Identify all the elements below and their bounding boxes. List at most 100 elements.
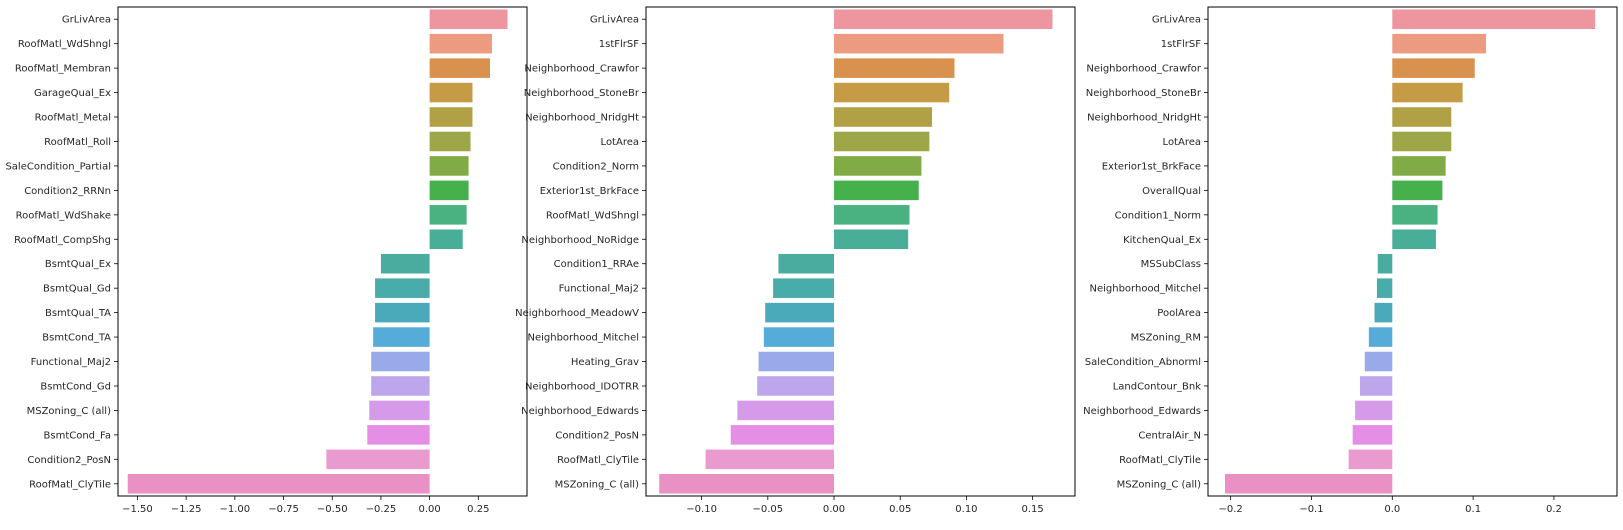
- y-tick-label: CentralAir_N: [1138, 430, 1201, 441]
- y-tick-label: Heating_Grav: [571, 357, 639, 368]
- y-tick-label: KitchenQual_Ex: [1123, 235, 1201, 246]
- bar: [373, 327, 430, 347]
- bar: [773, 278, 835, 298]
- bar: [1352, 425, 1393, 445]
- y-tick-label: Neighborhood_NridgHt: [1087, 113, 1201, 124]
- x-tick-label: −0.1: [1299, 504, 1323, 515]
- y-tick-label: 1stFlrSF: [1161, 39, 1201, 50]
- bar: [758, 351, 835, 372]
- bar: [1392, 9, 1596, 30]
- y-tick-label: Neighborhood_NoRidge: [521, 235, 639, 246]
- x-tick-label: 0.10: [955, 504, 977, 515]
- bar: [834, 9, 1053, 30]
- bar: [834, 107, 932, 127]
- y-tick-label: Neighborhood_NridgHt: [525, 113, 639, 124]
- y-tick-label: RoofMatl_WdShngl: [18, 39, 111, 50]
- y-tick-label: MSZoning_C (all): [555, 479, 639, 490]
- bar: [659, 473, 835, 494]
- bar: [834, 180, 919, 201]
- x-tick-label: 0.2: [1546, 504, 1562, 515]
- bar: [1392, 205, 1438, 225]
- x-tick-label: −0.25: [366, 504, 397, 515]
- y-tick-label: LotArea: [1163, 137, 1201, 148]
- chart-panel-2: GrLivArea 1stFlrSF Neighborhood_Crawfor Nei…: [515, 6, 1076, 515]
- bar: [1377, 253, 1393, 274]
- bar: [834, 205, 910, 225]
- y-tick-label: MSZoning_RM: [1131, 333, 1201, 344]
- bar: [1392, 82, 1463, 103]
- x-tick-label: −0.50: [317, 504, 348, 515]
- y-tick-label: Exterior1st_BrkFace: [1102, 161, 1201, 172]
- bar: [429, 107, 473, 127]
- y-tick-label: Neighborhood_Mitchel: [1089, 284, 1201, 295]
- y-tick-label: BsmtQual_Ex: [45, 259, 111, 270]
- x-tick-label: 0.05: [889, 504, 911, 515]
- x-tick-label: 0.1: [1465, 504, 1481, 515]
- bar: [705, 449, 835, 470]
- y-tick-label: GrLivArea: [1152, 15, 1201, 26]
- bar: [369, 400, 430, 421]
- bar: [1364, 351, 1393, 372]
- y-tick-label: 1stFlrSF: [599, 39, 639, 50]
- x-tick-label: 0.00: [823, 504, 845, 515]
- x-tick-label: 0.25: [467, 504, 489, 515]
- bar: [1368, 327, 1393, 347]
- y-tick-label: RoofMatl_WdShake: [16, 210, 111, 221]
- bar: [834, 156, 922, 176]
- y-tick-label: RoofMatl_ClyTile: [1119, 455, 1201, 466]
- y-tick-label: BsmtCond_TA: [42, 333, 111, 344]
- chart-panel-1: GrLivArea RoofMatl_WdShngl RoofMatl_Membra…: [5, 6, 528, 515]
- bar: [1359, 376, 1393, 396]
- x-tick-label: −0.75: [268, 504, 299, 515]
- chart-panel-3: GrLivArea 1stFlrSF Neighborhood_Crawfor Nei…: [1083, 6, 1618, 515]
- bar: [127, 473, 430, 494]
- x-tick-label: −1.25: [171, 504, 202, 515]
- y-tick-label: BsmtCond_Gd: [40, 381, 111, 392]
- bar: [375, 278, 430, 298]
- y-tick-label: SaleCondition_Abnorml: [1085, 357, 1201, 368]
- bar: [429, 33, 492, 54]
- bar: [778, 253, 835, 274]
- bar: [834, 229, 909, 250]
- bar: [1392, 107, 1452, 127]
- y-tick-label: GrLivArea: [590, 15, 639, 26]
- bar: [1392, 180, 1443, 201]
- y-tick-label: Neighborhood_Crawfor: [524, 64, 639, 75]
- y-tick-label: LandContour_Bnk: [1113, 381, 1202, 392]
- bar: [429, 9, 508, 30]
- bar: [429, 156, 469, 176]
- plot-frame: [645, 6, 1076, 497]
- y-tick-label: RoofMatl_Roll: [44, 137, 111, 148]
- x-tick-label: −0.10: [686, 504, 717, 515]
- bar: [429, 131, 471, 152]
- y-tick-label: BsmtQual_TA: [45, 308, 111, 319]
- bar: [1392, 33, 1487, 54]
- y-tick-label: BsmtQual_Gd: [43, 284, 111, 295]
- y-tick-label: Neighborhood_MeadowV: [515, 308, 639, 319]
- y-tick-label: Exterior1st_BrkFace: [540, 186, 639, 197]
- y-tick-label: Neighborhood_Edwards: [521, 406, 639, 417]
- bar: [429, 58, 490, 78]
- bar: [1392, 131, 1452, 152]
- y-tick-label: MSZoning_C (all): [1117, 479, 1201, 490]
- x-tick-label: −1.50: [122, 504, 153, 515]
- bar: [737, 400, 835, 421]
- bar: [375, 302, 430, 323]
- y-tick-label: RoofMatl_CompShg: [14, 235, 111, 246]
- bar: [834, 33, 1004, 54]
- bar: [429, 229, 463, 250]
- y-tick-label: Condition2_PosN: [27, 455, 111, 466]
- x-tick-label: −0.05: [752, 504, 783, 515]
- y-tick-label: RoofMatl_Metal: [35, 113, 111, 124]
- y-tick-label: Condition1_RRAe: [554, 259, 639, 270]
- bar: [429, 82, 473, 103]
- bar: [834, 82, 950, 103]
- bar: [1376, 278, 1393, 298]
- y-tick-label: BsmtCond_Fa: [44, 430, 111, 441]
- bar: [765, 302, 835, 323]
- y-tick-label: Neighborhood_StoneBr: [1086, 88, 1202, 99]
- y-tick-label: Condition2_Norm: [553, 161, 639, 172]
- bar: [763, 327, 835, 347]
- bar: [371, 351, 430, 372]
